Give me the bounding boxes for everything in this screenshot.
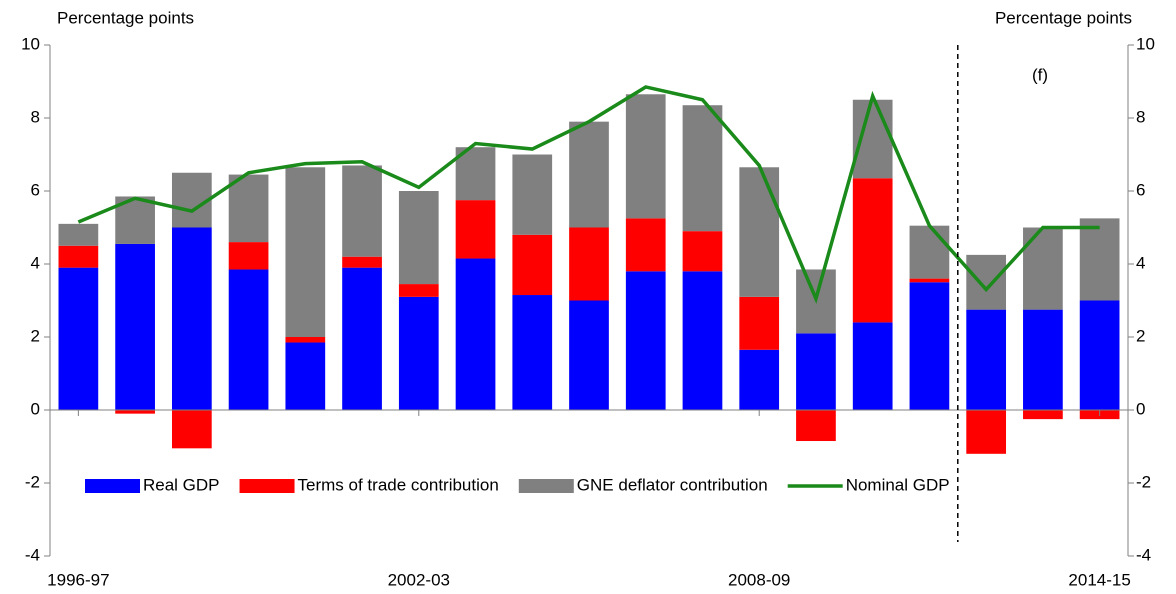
legend-swatch <box>85 479 140 493</box>
bar <box>852 322 893 410</box>
bar <box>796 333 836 410</box>
y-axis-label: Percentage points <box>57 8 194 27</box>
bar <box>739 167 780 297</box>
bar <box>966 309 1007 410</box>
y-tick-label: 2 <box>31 326 40 345</box>
bar <box>512 234 553 296</box>
bar <box>342 267 382 410</box>
bar <box>852 178 893 323</box>
y2-tick-label: 10 <box>1136 34 1155 53</box>
legend-swatch <box>239 479 295 493</box>
bar <box>342 256 382 268</box>
bar <box>682 231 723 272</box>
y-tick-label: -4 <box>25 545 40 564</box>
y2-tick-label: 2 <box>1136 326 1145 345</box>
bar <box>1079 218 1120 301</box>
legend-label: Real GDP <box>143 475 220 494</box>
bar <box>171 227 212 410</box>
bar <box>852 99 893 179</box>
bar <box>228 242 269 270</box>
bar <box>1079 300 1120 410</box>
legend-label: Nominal GDP <box>846 475 950 494</box>
bar <box>342 165 382 257</box>
y2-axis-label: Percentage points <box>995 8 1132 27</box>
y-tick-label: 10 <box>21 34 40 53</box>
bar <box>171 410 212 449</box>
bar <box>512 154 553 235</box>
bar <box>398 296 439 410</box>
y-tick-label: 6 <box>31 180 40 199</box>
bar <box>285 337 326 343</box>
bar <box>796 410 836 442</box>
bar <box>1023 410 1063 420</box>
bar <box>682 271 723 410</box>
y2-tick-label: 8 <box>1136 107 1145 126</box>
bar <box>909 282 950 410</box>
bar <box>398 284 439 297</box>
bar <box>625 218 666 272</box>
bar <box>58 245 99 268</box>
bar <box>228 269 269 410</box>
bar <box>569 300 609 410</box>
bar <box>455 258 496 410</box>
bar <box>569 227 609 301</box>
bar <box>739 349 780 410</box>
bar <box>398 191 439 285</box>
x-tick-label: 1996-97 <box>47 570 109 589</box>
y2-tick-label: -4 <box>1136 545 1151 564</box>
bar <box>909 278 950 283</box>
legend-label: GNE deflator contribution <box>577 475 768 494</box>
bar <box>1023 309 1063 410</box>
x-tick-label: 2014-15 <box>1068 570 1130 589</box>
y2-tick-label: 6 <box>1136 180 1145 199</box>
bar <box>682 105 723 232</box>
bar <box>285 167 326 337</box>
y2-tick-label: 0 <box>1136 399 1145 418</box>
x-tick-label: 2002-03 <box>388 570 450 589</box>
annotation: (f) <box>1032 65 1048 84</box>
bar <box>455 147 496 201</box>
bar <box>512 295 553 410</box>
bar <box>625 94 666 219</box>
bar <box>115 243 155 410</box>
legend-label: Terms of trade contribution <box>298 475 499 494</box>
bar <box>228 174 269 243</box>
bar <box>569 121 609 228</box>
bar <box>58 267 99 410</box>
y-tick-label: 4 <box>31 253 40 272</box>
y2-tick-label: 4 <box>1136 253 1145 272</box>
bar <box>285 342 326 410</box>
line-series <box>77 85 1100 304</box>
y2-tick-label: -2 <box>1136 472 1151 491</box>
legend-swatch <box>518 479 574 493</box>
bar <box>58 223 99 246</box>
bar <box>1023 227 1063 310</box>
bar <box>966 410 1007 454</box>
y-tick-label: 8 <box>31 107 40 126</box>
x-tick-label: 2008-09 <box>728 570 790 589</box>
bar <box>966 254 1007 310</box>
bar <box>909 225 950 279</box>
bar <box>455 200 496 259</box>
bar <box>739 296 780 350</box>
bar <box>115 410 155 414</box>
y-tick-label: 0 <box>31 399 40 418</box>
bar <box>625 271 666 410</box>
y-tick-label: -2 <box>25 472 40 491</box>
